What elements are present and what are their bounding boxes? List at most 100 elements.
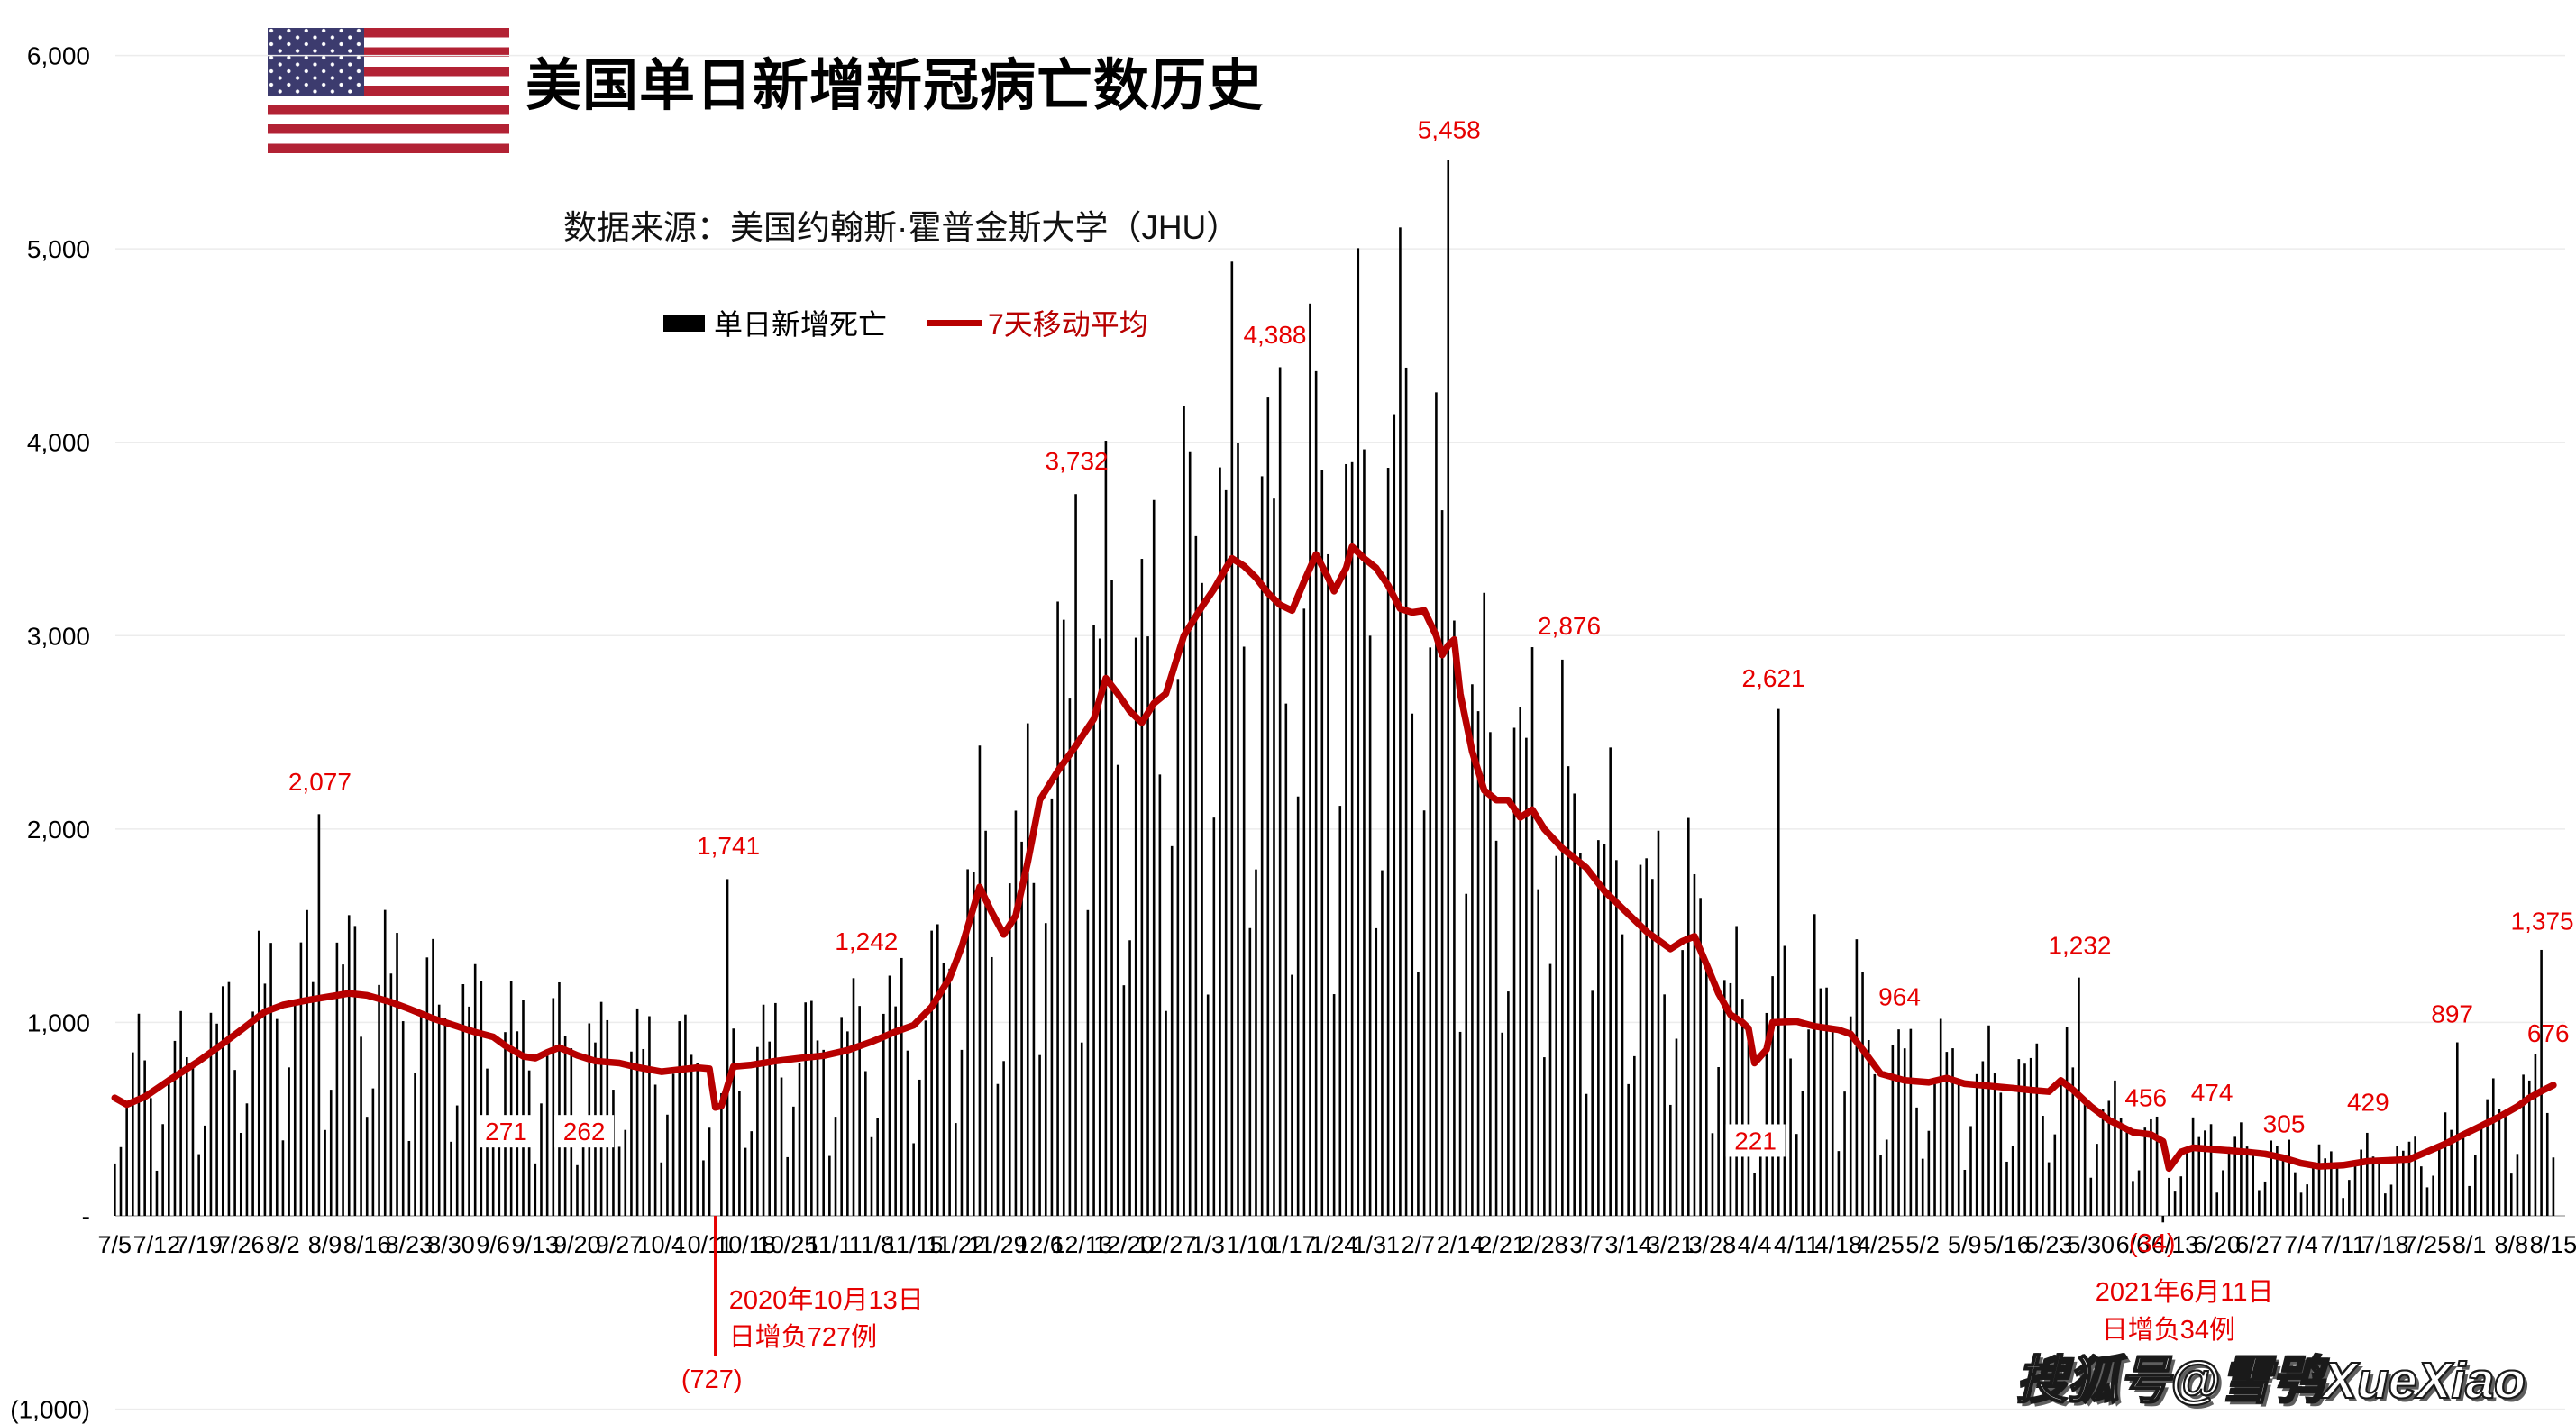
bar [1176,679,1180,1216]
bar [1783,945,1786,1216]
bar [197,1154,200,1216]
bar [612,1090,615,1216]
bar [257,930,260,1216]
bar [642,1048,645,1216]
bar [750,1131,754,1216]
annotation-label: 2,077 [288,768,352,796]
bar [1740,999,1744,1216]
bar [858,1006,861,1216]
bar [2173,1191,2177,1216]
bar [1044,923,1047,1216]
bar [1849,1016,1852,1216]
bar [558,981,561,1216]
bar [2545,1112,2549,1216]
bar [1603,844,1606,1216]
bar [1981,1061,1985,1216]
y-axis-label: - [82,1202,90,1230]
bar [1597,840,1600,1216]
x-axis-label: 7/26 [217,1231,265,1258]
bar [828,1155,831,1216]
bar [186,1057,188,1216]
x-axis-label: 8/30 [427,1231,475,1258]
bar [1507,991,1510,1216]
y-axis-label: 6,000 [27,42,90,70]
bar [414,1073,416,1216]
bar [2101,1109,2105,1216]
bar [1242,646,1246,1216]
bar [1633,1055,1636,1216]
bar [810,1000,813,1216]
bar [906,1050,909,1216]
bar [1332,994,1336,1216]
bar [455,1105,459,1216]
bar [581,1122,585,1216]
x-axis-label: 8/9 [308,1231,343,1258]
bar [461,984,465,1216]
x-axis-label: 3/28 [1689,1231,1737,1258]
bar [660,1162,663,1216]
x-axis-label: 5/23 [2025,1231,2073,1258]
bar [930,930,933,1216]
bar [2071,1067,2075,1216]
bar [2132,1181,2134,1216]
bar [1651,879,1654,1216]
bar [545,1054,549,1216]
bar [954,1123,957,1216]
bar [1555,855,1557,1216]
annotation-label: 271 [485,1118,527,1146]
bar [2191,1117,2195,1216]
bar [1447,160,1450,1216]
bar [473,963,477,1216]
bar [1248,927,1252,1216]
bar [2425,1187,2429,1216]
bar-series-swatch [663,314,705,332]
bar [2096,1144,2098,1216]
bar [2324,1158,2326,1216]
x-axis-label: 8/15 [2530,1231,2576,1258]
x-axis-label: 12/20 [1093,1231,1155,1258]
x-axis-label: 10/4 [637,1231,685,1258]
bar [1669,1104,1672,1216]
bar [401,1021,405,1216]
bar [239,1132,242,1216]
bar [2089,1177,2093,1216]
bar [1681,950,1684,1216]
bar [2317,1144,2321,1216]
bar [407,1140,411,1216]
bar [1699,898,1702,1216]
bar [1993,1073,1996,1216]
bar [1837,1151,1841,1216]
bar [1675,1038,1678,1216]
line-series-label: 7天移动平均 [988,308,1148,341]
bar [125,1100,128,1216]
annotation-label: 3,732 [1046,447,1109,475]
y-axis-label: (1,000) [10,1396,90,1424]
bar [480,981,483,1216]
bar [834,1117,837,1216]
legend-item-daily-deaths: 单日新增死亡 [663,305,887,341]
bar [299,942,303,1216]
bar [2233,1136,2237,1216]
bar [2042,1116,2044,1216]
bar [2155,1116,2159,1216]
bar [1363,449,1366,1216]
bar [630,1051,633,1216]
bar [1921,1158,1924,1216]
annotation-label: 4,388 [1243,321,1306,349]
bar [1873,1073,1877,1216]
bar [1537,889,1539,1216]
bar [2288,1139,2290,1216]
bar [1435,392,1438,1216]
bar [1345,463,1347,1216]
bar [2197,1136,2201,1216]
bar [509,981,513,1216]
bar [1969,1126,1972,1216]
bar [635,1008,639,1216]
bar [2263,1181,2267,1216]
bar [2114,1080,2116,1216]
bar [1609,747,1612,1216]
x-axis-label: 7/25 [2404,1231,2452,1258]
bar [822,1049,825,1216]
bar [1807,1029,1810,1216]
bar [437,1004,441,1216]
